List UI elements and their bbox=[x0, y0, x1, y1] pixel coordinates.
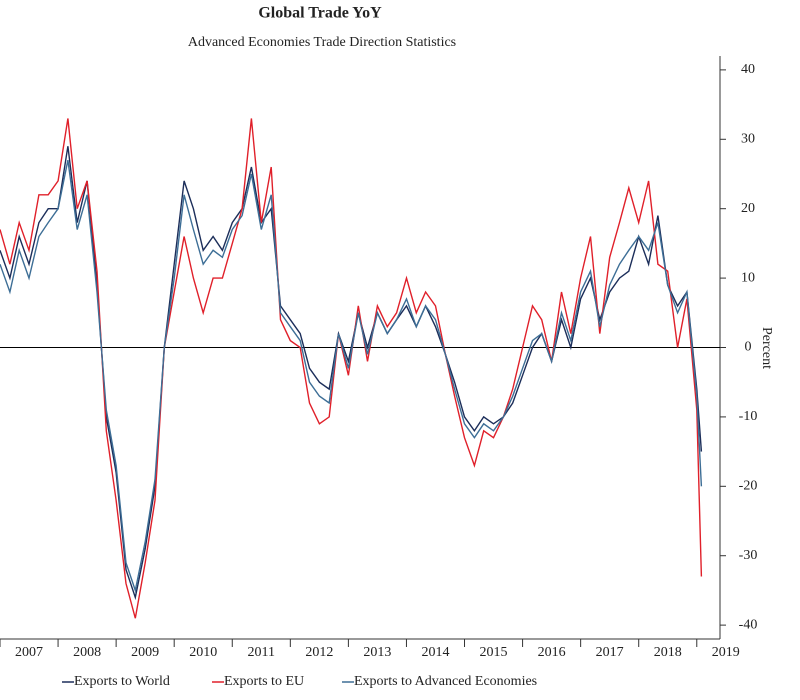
x-tick-label: 2009 bbox=[131, 645, 159, 660]
legend-label: Exports to EU bbox=[224, 674, 304, 689]
y-tick-label: -30 bbox=[739, 548, 758, 563]
legend-label: Exports to Advanced Economies bbox=[354, 674, 537, 689]
x-tick-label: 2007 bbox=[15, 645, 43, 660]
x-tick-label: 2017 bbox=[596, 645, 624, 660]
x-tick-label: 2018 bbox=[654, 645, 682, 660]
y-tick-label: -20 bbox=[739, 479, 758, 494]
x-tick-label: 2015 bbox=[480, 645, 508, 660]
y-tick-label: 40 bbox=[741, 62, 755, 77]
series-line bbox=[0, 159, 703, 594]
chart-title: Global Trade YoY bbox=[258, 5, 382, 22]
x-tick-label: 2008 bbox=[73, 645, 101, 660]
x-tick-label: 2014 bbox=[421, 645, 449, 660]
x-tick-label: 2013 bbox=[363, 645, 391, 660]
legend-label: Exports to World bbox=[74, 674, 170, 689]
y-tick-label: 30 bbox=[741, 132, 755, 147]
series-line bbox=[0, 118, 703, 619]
x-tick-label: 2010 bbox=[189, 645, 217, 660]
y-tick-label: -10 bbox=[739, 409, 758, 424]
y-tick-label: 10 bbox=[741, 270, 755, 285]
x-tick-label: 2012 bbox=[305, 645, 333, 660]
x-tick-label: 2016 bbox=[538, 645, 566, 660]
series-line bbox=[0, 146, 703, 601]
y-tick-label: 20 bbox=[741, 201, 755, 216]
y-tick-label: -40 bbox=[739, 617, 758, 632]
x-tick-label: 2011 bbox=[248, 645, 275, 660]
chart-subtitle: Advanced Economies Trade Direction Stati… bbox=[188, 35, 456, 50]
x-tick-label: 2019 bbox=[712, 645, 740, 660]
y-axis-label: Percent bbox=[759, 327, 774, 369]
y-tick-label: 0 bbox=[745, 340, 752, 355]
